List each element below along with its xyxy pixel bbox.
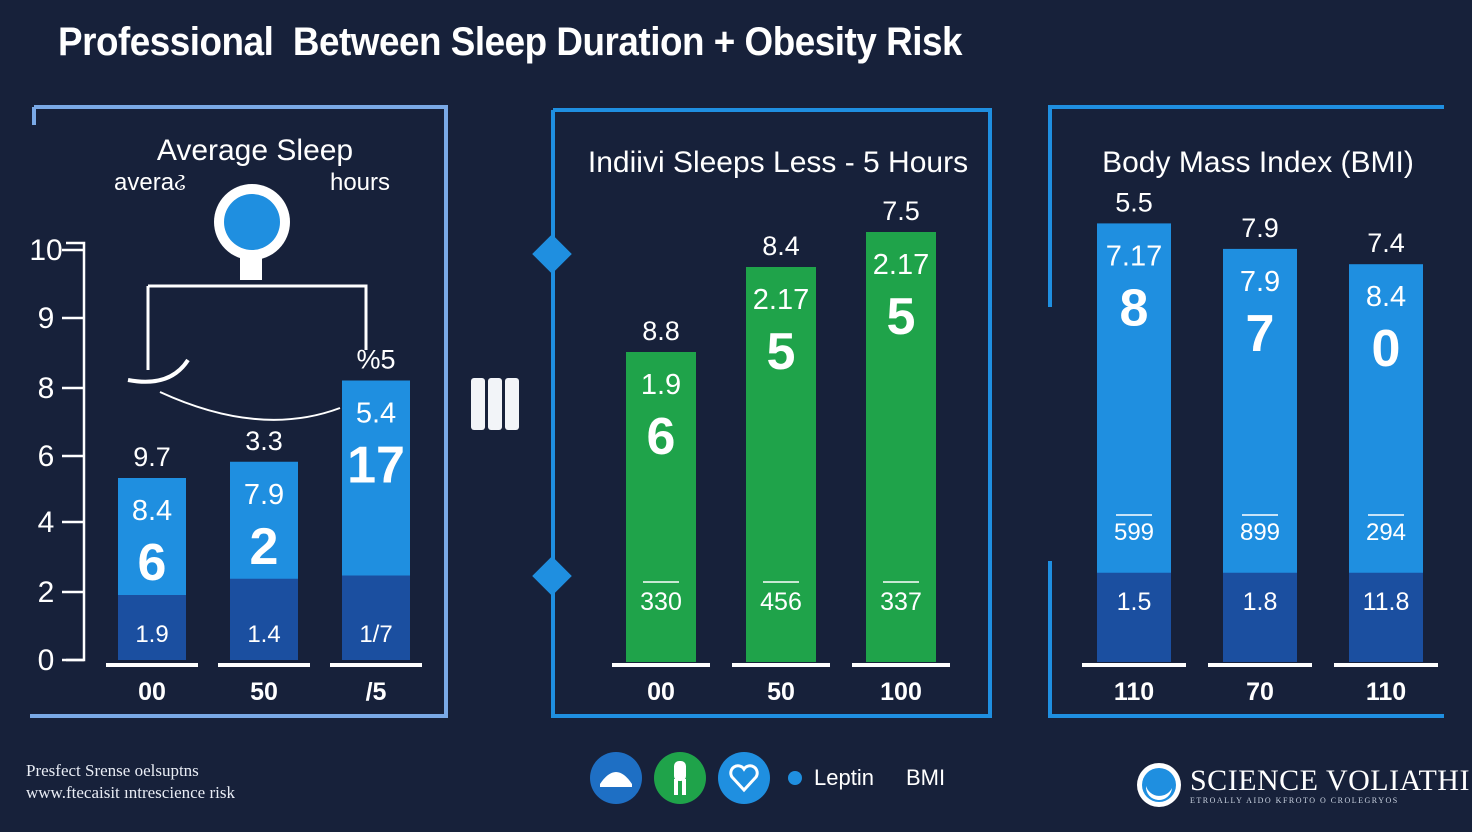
panel-1-ytick-8: 8: [38, 372, 55, 405]
panel-3-category-3: 110: [1366, 678, 1406, 706]
panel-2-bar-1-big-label: 6: [647, 408, 676, 466]
legend-bmi: BMI: [905, 765, 946, 790]
panel-1-category-2: 50: [250, 678, 278, 706]
body-icon: [654, 752, 706, 804]
panel-1-bar-2-lower: [230, 578, 298, 660]
panel-2-bar-2-upper-label: 2.17: [753, 284, 809, 316]
panel-3-bar-3-upper-label: 8.4: [1366, 281, 1406, 313]
panel-3-bar-1-big-label: 8: [1120, 279, 1149, 337]
panel-2-bar-2-big-label: 5: [767, 323, 796, 381]
panel-2-bar-3-lower-label: 337: [880, 588, 922, 616]
panel-1-ytick-9: 9: [38, 302, 55, 335]
panel-1-bar-3-lower: [342, 575, 410, 660]
panel-2-bar-3-upper-label: 2.17: [873, 249, 929, 281]
page-title: Professional Between Sleep Duration + Ob…: [58, 19, 962, 64]
panel-1-y-axis: [66, 241, 86, 662]
panel-1-ytick-10: 10: [29, 234, 62, 267]
diamond-marker-top: [532, 234, 572, 274]
panel-1-bar-3-lower-label: 1/7: [359, 621, 392, 648]
title-row: Professional Between Sleep Duration + Ob…: [20, 14, 1041, 70]
panel-3-bar-1-lower: [1097, 572, 1171, 662]
footer-text: Presfect Srense oelsuptns www.ftecaisit …: [26, 760, 235, 804]
panel-2-bar-2: [746, 267, 816, 662]
panel-2-bar-3-top-label: 7.5: [882, 196, 920, 226]
panel-2-category-1: 00: [647, 678, 675, 706]
footer-line-1: Presfect Srense oelsuptns: [26, 761, 199, 780]
panel-3-bar-2-big-label: 7: [1246, 305, 1275, 363]
panel-3-category-1: 110: [1114, 678, 1154, 706]
brand: SCIENCE VOLIATHI ETROALLY AIDO KFROTO O …: [1136, 762, 1470, 808]
panel-2-bar-2-lower-label: 456: [760, 588, 802, 616]
panel-3-bar-1-upper-label: 7.17: [1106, 240, 1162, 272]
panel-1-bar-2-top-label: 3.3: [245, 426, 283, 456]
panel-3-bar-2-mid-label: 899: [1240, 519, 1280, 546]
footer-line-2: www.ftecaisit ıntrescience risk: [26, 783, 235, 802]
panel-3-bar-2-lower: [1223, 572, 1297, 662]
panel-2-frame: [551, 108, 992, 718]
diamond-marker-bottom: [532, 556, 572, 596]
panel-1-bar-1-lower-label: 1.9: [135, 621, 168, 648]
panel-1-bar-2-upper-label: 7.9: [244, 479, 284, 511]
sleep-figure-icon: [127, 184, 368, 421]
panel-3-bar-2-upper-label: 7.9: [1240, 266, 1280, 298]
panel-1-bar-1-upper-label: 8.4: [132, 495, 172, 527]
panel-1-bar-3-top-label: %5: [356, 345, 395, 375]
panel-1-subtitle-left: averaઢ: [114, 169, 186, 196]
panel-3-bar-3-top-label: 7.4: [1367, 228, 1405, 258]
panel-1-bar-3-big-label: 17: [347, 437, 405, 495]
panel-2-bar-1-upper-label: 1.9: [641, 369, 681, 401]
panel-2-bar-1-lower-label: 330: [640, 588, 682, 616]
panel-1-title: Average Sleep: [157, 134, 353, 167]
brand-logo-icon: [1137, 763, 1181, 807]
panel-3-bar-2-lower-label: 1.8: [1243, 588, 1278, 616]
panel-2-bar-3: [866, 232, 936, 662]
panel-1-bar-1-big-label: 6: [138, 534, 167, 592]
panel-3-category-2: 70: [1246, 678, 1274, 706]
panel-3-bar-3-lower-label: 11.8: [1363, 588, 1410, 616]
panel-1-bar-1-lower: [118, 595, 186, 660]
panel-3-frame-bottom: [1048, 561, 1444, 718]
panel-3-bar-1-lower-label: 1.5: [1117, 588, 1152, 616]
pill-icon: [471, 378, 519, 430]
panel-frames: [30, 105, 1444, 718]
panel-3-bar-1-top-label: 5.5: [1115, 187, 1153, 217]
panel-1-ytick-0: 0: [38, 644, 55, 677]
brand-name: SCIENCE VOLIATHI: [1190, 763, 1470, 797]
panel-1-ytick-2: 2: [38, 576, 55, 609]
panel-1-frame: [30, 105, 448, 718]
brand-subtitle: ETROALLY AIDO KFROTO O CROLEGRYOS: [1190, 795, 1399, 805]
panel-2-bar-1: [626, 352, 696, 662]
panel-3-title: Body Mass Index (BMI): [1102, 146, 1414, 179]
panel-2-category-2: 50: [767, 678, 795, 706]
panel-2-bar-3-big-label: 5: [887, 288, 916, 346]
panel-3-bar-3-mid-label: 294: [1366, 519, 1406, 546]
panel-1-ytick-6: 6: [38, 440, 55, 473]
panel-1-category-3: /5: [366, 678, 387, 706]
panel-2-category-3: 100: [880, 678, 922, 706]
panel-1-ytick-4: 4: [38, 506, 55, 539]
panel-3-bar-3-lower: [1349, 572, 1423, 662]
legend: Leptin BMI: [590, 750, 945, 806]
panel-3-bar-3-big-label: 0: [1372, 320, 1401, 378]
legend-leptin: Leptin: [814, 765, 874, 790]
panel-3-frame-top: [1048, 105, 1444, 307]
panel-1-bar-3-upper-label: 5.4: [356, 398, 396, 430]
panel-1-subtitle-right: hours: [330, 169, 390, 196]
panel-3-bar-2-top-label: 7.9: [1241, 213, 1279, 243]
panel-1-bar-2-lower-label: 1.4: [247, 621, 280, 648]
panel-1-bar-2-big-label: 2: [250, 518, 279, 576]
heart-icon: [718, 752, 770, 804]
panel-2-bar-1-top-label: 8.8: [642, 316, 680, 346]
panel-1-bar-1-top-label: 9.7: [133, 442, 171, 472]
panel-2-title: Indiivi Sleeps Less - 5 Hours: [588, 146, 968, 179]
brain-icon: [590, 752, 642, 804]
leptin-dot: [788, 771, 802, 785]
panel-1-category-1: 00: [138, 678, 166, 706]
panel-3-bar-1-mid-label: 599: [1114, 519, 1154, 546]
panel-2-bar-2-top-label: 8.4: [762, 231, 800, 261]
